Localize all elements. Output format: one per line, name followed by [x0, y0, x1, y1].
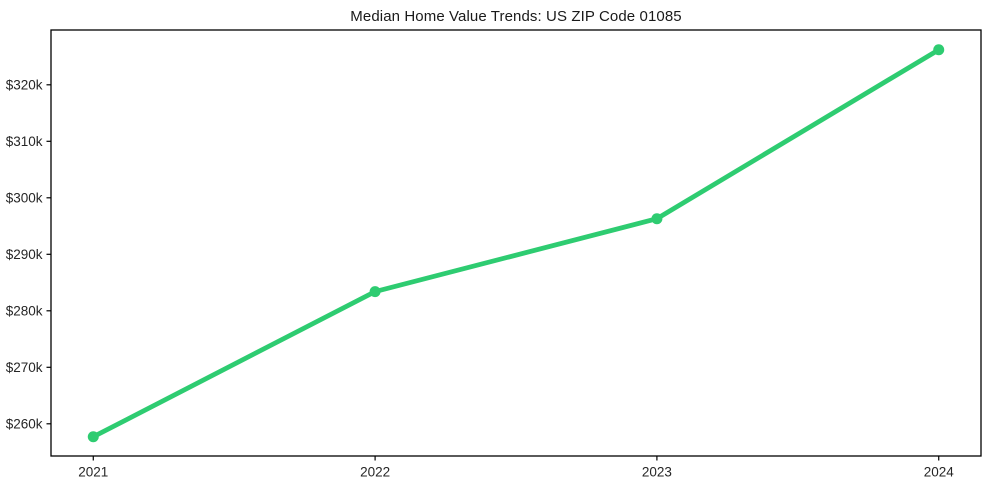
data-point: [369, 286, 381, 298]
data-point: [651, 213, 663, 225]
y-tick-label: $300k: [6, 191, 43, 206]
data-point: [933, 44, 945, 56]
x-tick-label: 2021: [78, 465, 108, 480]
y-tick-label: $320k: [6, 78, 43, 93]
x-tick-label: 2024: [924, 465, 955, 480]
y-tick-label: $310k: [6, 134, 43, 149]
y-tick-label: $270k: [6, 360, 43, 375]
y-tick-label: $260k: [6, 417, 43, 432]
y-tick-label: $280k: [6, 304, 43, 319]
data-point: [87, 431, 99, 443]
trend-line: [90, 47, 942, 440]
plot-border: [50, 29, 982, 457]
x-tick-label: 2022: [360, 465, 390, 480]
x-tick-label: 2023: [642, 465, 672, 480]
chart-title: Median Home Value Trends: US ZIP Code 01…: [350, 8, 682, 25]
y-tick-label: $290k: [6, 247, 43, 262]
